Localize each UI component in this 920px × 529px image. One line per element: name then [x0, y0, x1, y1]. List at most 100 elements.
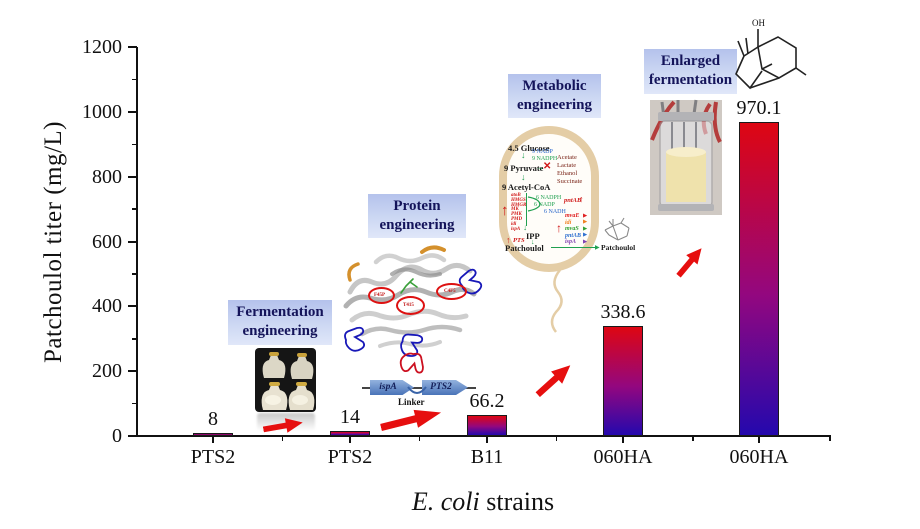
bar-value-label: 14 — [340, 406, 360, 429]
annotation-line: Metabolic — [522, 78, 587, 94]
bar-value-label: 66.2 — [469, 389, 505, 412]
annotation-box-metabolic: Metabolic engineering — [508, 74, 601, 118]
pathway-byproduct: Acetate — [557, 154, 577, 161]
gene-block-arrow-icon: ▶ — [583, 225, 588, 232]
pointer-hand-icon — [458, 268, 483, 295]
y-axis-tick-label: 0 — [112, 425, 122, 447]
linker-label: Linker — [398, 397, 425, 407]
down-arrow-icon: ↓ — [523, 223, 527, 232]
x-axis-line — [136, 435, 831, 437]
annotation-box-protein: Protein engineering — [368, 194, 466, 238]
pathway-intermediate: IPP — [526, 231, 540, 241]
pathway-intermediate: 9 Pyruvate — [504, 163, 544, 173]
annotation-line: Fermentation — [236, 304, 324, 320]
flagellum — [550, 269, 563, 333]
pathway-cofactor: 6 NADPH — [536, 195, 562, 201]
pathway-cofactor: 6 NADH — [544, 209, 566, 215]
progress-arrow-icon — [532, 359, 577, 402]
up-arrow-icon: ↑ — [579, 194, 584, 204]
mutation-label: C4F5 — [444, 289, 456, 294]
annotation-line: Enlarged — [660, 53, 721, 69]
pathway-gene: PMD — [511, 217, 523, 222]
pathway-cofactor: 9 NADP — [532, 149, 553, 155]
flask-photo — [255, 348, 316, 412]
operon-gene-name: mvaS — [565, 226, 579, 233]
bioreactor-photo — [650, 99, 722, 215]
y-axis-minor-tick — [132, 402, 137, 405]
y-axis-tick-label: 400 — [92, 295, 122, 318]
up-arrow-icon: ↑ — [506, 235, 511, 245]
y-axis-major-tick — [128, 110, 137, 113]
y-axis-line — [136, 47, 138, 437]
x-axis-title: E. coli strains — [358, 487, 608, 517]
up-arrow-icon: ↑ — [556, 221, 562, 235]
x-axis-tick-label: B11 — [470, 446, 504, 468]
x-axis-minor-tick — [281, 437, 283, 441]
patchoulol-structure: OH — [735, 18, 807, 90]
mutation-ellipse — [436, 283, 467, 300]
pathway-substrate: 4.5 Glucose — [508, 143, 550, 153]
x-axis-minor-tick — [829, 437, 831, 441]
pathway-gene: idi — [511, 221, 517, 227]
y-axis-tick-label: 200 — [92, 360, 122, 383]
x-axis-major-tick — [212, 437, 214, 443]
x-axis-major-tick — [486, 437, 488, 443]
pathway-gene: pntAB — [564, 197, 582, 204]
x-axis-tick-label: 060HA — [729, 446, 789, 468]
mutation-ellipse — [368, 287, 395, 304]
pathway-gene: ispA — [511, 226, 521, 232]
x-axis-title-rest: strains — [479, 487, 555, 516]
mutation-label: F45P — [374, 293, 386, 298]
pathway-cofactor: 9 NADPH — [532, 156, 558, 162]
pathway-byproduct: Succinate — [557, 178, 583, 185]
up-arrow-icon: ↑ — [501, 203, 509, 219]
annotation-line: fermentation — [648, 72, 733, 88]
gene-block-arrow-icon: ▶ — [583, 219, 588, 226]
operon-gene-name: ispA — [565, 239, 577, 246]
down-arrow-icon: ↓ — [521, 172, 526, 182]
hydroxyl-label: OH — [752, 18, 765, 28]
y-axis-minor-tick — [132, 338, 137, 340]
x-axis-tick-label: PTS2 — [327, 446, 373, 468]
pointer-hand-icon — [400, 333, 424, 357]
x-axis-major-tick — [758, 437, 760, 443]
gene-construct: ispA PTS2 Linker — [362, 372, 476, 407]
annotation-line: engineering — [379, 217, 455, 233]
y-axis-major-tick — [128, 370, 137, 373]
y-axis-tick-label: 1200 — [82, 36, 122, 58]
x-axis-tick-label: PTS2 — [190, 446, 236, 468]
pathway-gene: PTS — [513, 236, 525, 244]
pathway-byproduct: Ethanol — [557, 170, 578, 177]
bar-value-label: 970.1 — [736, 96, 782, 119]
pathway-gene: HMGS — [511, 197, 526, 203]
bar-value-label: 338.6 — [600, 301, 646, 324]
y-axis-tick-label: 600 — [92, 230, 122, 253]
gene-arrow-icon: PTS2 — [422, 380, 468, 395]
bar-value-label: 8 — [208, 408, 218, 431]
annotation-line: Protein — [393, 198, 441, 214]
pointer-hand-icon — [344, 326, 366, 352]
pathway-gene: HMGR — [511, 202, 527, 208]
pathway-gene: atoB — [511, 193, 521, 198]
mutation-label: T415 — [403, 303, 414, 308]
protein-structure — [343, 245, 483, 374]
operon-gene-name: pntAB — [565, 232, 582, 239]
annotation-box-enlarged: Enlarged fermentation — [644, 49, 737, 94]
y-axis-tick-label: 800 — [92, 165, 122, 188]
y-axis-major-tick — [128, 46, 137, 48]
y-axis-major-tick — [128, 175, 137, 178]
y-axis-minor-tick — [132, 273, 137, 275]
y-axis-major-tick — [128, 305, 137, 308]
y-axis-minor-tick — [132, 143, 137, 145]
x-axis-title-italic: E. coli — [411, 487, 480, 516]
x-axis-minor-tick — [692, 437, 694, 441]
x-axis-minor-tick — [418, 437, 420, 441]
mutation-ellipse — [396, 296, 425, 315]
pathway-product: Patchoulol — [505, 242, 544, 253]
pathway-intermediate: 9 Acetyl-CoA — [502, 182, 551, 192]
bar-060HA — [603, 326, 643, 436]
right-arrow-icon: → — [536, 163, 544, 172]
y-axis-minor-tick — [132, 78, 137, 81]
operon-gene-name: idi — [565, 219, 572, 226]
